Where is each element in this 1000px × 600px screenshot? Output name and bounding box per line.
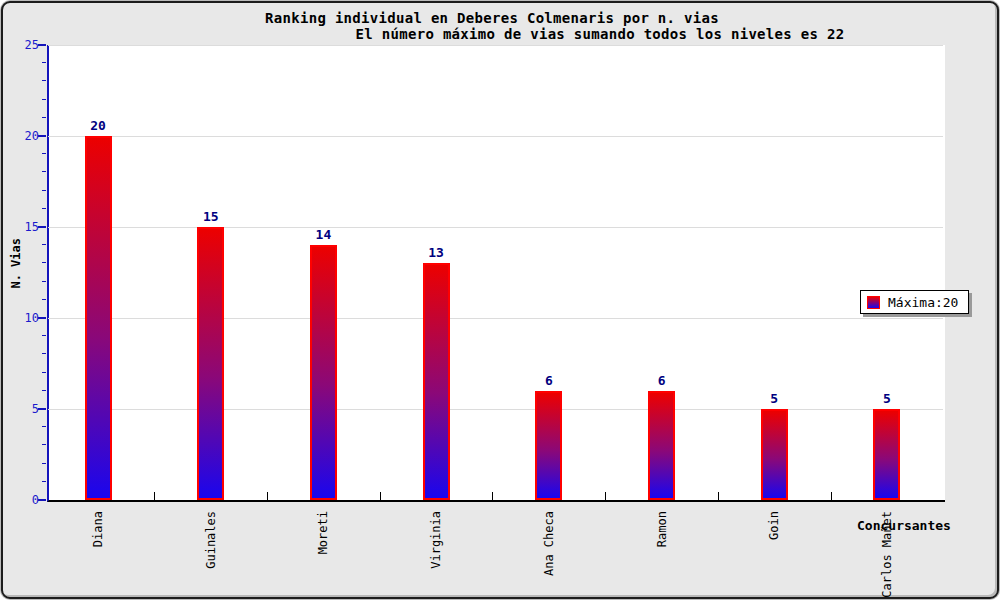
x-axis-title: Concursantes [857, 518, 951, 533]
gridline [48, 318, 943, 319]
category-label: Goin [767, 511, 781, 540]
legend-label: Máxima:20 [888, 295, 958, 310]
y-minor-tick [42, 208, 46, 209]
y-minor-tick [42, 444, 46, 445]
gridline [48, 45, 943, 46]
y-tick-label: 15 [3, 220, 39, 234]
bar [423, 263, 450, 500]
y-tick-label: 0 [3, 493, 39, 507]
y-major-tick [38, 317, 46, 319]
y-major-tick [38, 44, 46, 46]
gridline [48, 136, 943, 137]
bar-value-label: 6 [632, 373, 692, 388]
bar [873, 409, 900, 500]
category-label: Virginia [429, 511, 443, 569]
legend: Máxima:20 [860, 290, 969, 314]
category-label: Diana [91, 511, 105, 547]
x-minor-tick [267, 492, 268, 500]
bar [761, 409, 788, 500]
bar-value-label: 13 [406, 245, 466, 260]
y-major-tick [38, 408, 46, 410]
y-minor-tick [42, 99, 46, 100]
bar-value-label: 14 [293, 227, 353, 242]
chart-title: Ranking individual en Deberes Colmenaris… [265, 10, 719, 26]
y-tick-label: 20 [3, 129, 39, 143]
y-minor-tick [42, 481, 46, 482]
plot-area [47, 45, 945, 502]
y-minor-tick [42, 463, 46, 464]
category-label: Guinales [204, 511, 218, 569]
y-major-tick [38, 226, 46, 228]
gridline [48, 227, 943, 228]
y-minor-tick [42, 190, 46, 191]
category-label: Ana Checa [542, 511, 556, 576]
y-tick-label: 25 [3, 38, 39, 52]
bar-value-label: 5 [857, 391, 917, 406]
bar [535, 391, 562, 500]
y-minor-tick [42, 335, 46, 336]
y-tick-label: 5 [3, 402, 39, 416]
y-minor-tick [42, 372, 46, 373]
x-minor-tick [154, 492, 155, 500]
y-minor-tick [42, 281, 46, 282]
x-minor-tick [380, 492, 381, 500]
y-minor-tick [42, 171, 46, 172]
bar-value-label: 6 [519, 373, 579, 388]
bar [648, 391, 675, 500]
y-minor-tick [42, 80, 46, 81]
y-major-tick [38, 135, 46, 137]
y-minor-tick [42, 353, 46, 354]
chart-subtitle: El número máximo de vias sumando todos l… [356, 26, 845, 42]
y-minor-tick [42, 426, 46, 427]
legend-swatch-icon [867, 296, 880, 309]
y-minor-tick [42, 262, 46, 263]
y-minor-tick [42, 299, 46, 300]
x-minor-tick [831, 492, 832, 500]
y-minor-tick [42, 62, 46, 63]
y-minor-tick [42, 390, 46, 391]
bar-value-label: 5 [744, 391, 804, 406]
y-minor-tick [42, 117, 46, 118]
y-minor-tick [42, 244, 46, 245]
bar-value-label: 15 [181, 209, 241, 224]
y-major-tick [38, 499, 46, 501]
category-label: Ramon [655, 511, 669, 547]
y-minor-tick [42, 153, 46, 154]
x-minor-tick [492, 492, 493, 500]
x-minor-tick [605, 492, 606, 500]
y-axis-title: N. Vias [9, 238, 23, 289]
bar [85, 136, 112, 500]
gridline [48, 409, 943, 410]
bar [310, 245, 337, 500]
chart-frame: Ranking individual en Deberes Colmenaris… [1, 1, 999, 599]
category-label: Moreti [316, 511, 330, 554]
bar [197, 227, 224, 500]
y-tick-label: 10 [3, 311, 39, 325]
bar-value-label: 20 [68, 118, 128, 133]
x-minor-tick [718, 492, 719, 500]
